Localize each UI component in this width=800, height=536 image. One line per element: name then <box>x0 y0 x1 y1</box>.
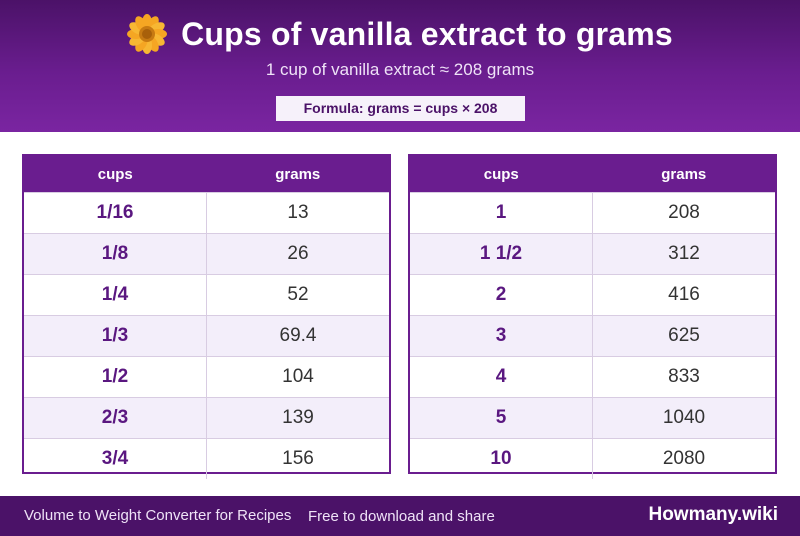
table-row: 1/8 26 <box>24 233 389 275</box>
table-row: 10 2080 <box>410 438 775 479</box>
column-header-cups: cups <box>24 156 207 193</box>
table-row: 1 208 <box>410 192 775 234</box>
grams-cell: 13 <box>206 192 389 234</box>
table-row: 1/4 52 <box>24 274 389 316</box>
table-header-row: cups grams <box>24 156 389 193</box>
table-row: 1/3 69.4 <box>24 315 389 357</box>
footer-share-text: Free to download and share <box>308 508 495 525</box>
cups-cell: 4 <box>410 356 593 398</box>
cups-cell: 3/4 <box>24 438 207 479</box>
grams-cell: 625 <box>592 315 775 357</box>
column-header-cups: cups <box>410 156 593 193</box>
grams-cell: 416 <box>592 274 775 316</box>
page-title: Cups of vanilla extract to grams <box>181 15 673 52</box>
footer-tagline: Volume to Weight Converter for Recipes <box>24 507 292 524</box>
grams-cell: 1040 <box>592 397 775 439</box>
cups-cell: 1 1/2 <box>410 233 593 275</box>
grams-cell: 312 <box>592 233 775 275</box>
table-row: 3 625 <box>410 315 775 357</box>
flower-icon <box>127 14 168 54</box>
table-row: 1/16 13 <box>24 192 389 234</box>
grams-cell: 69.4 <box>206 315 389 357</box>
brand-logo-text[interactable]: Howmany.wiki <box>648 504 778 525</box>
cups-cell: 2 <box>410 274 593 316</box>
cups-cell: 1 <box>410 192 593 234</box>
cups-cell: 1/16 <box>24 192 207 234</box>
cups-cell: 10 <box>410 438 593 479</box>
cups-cell: 1/4 <box>24 274 207 316</box>
cups-cell: 5 <box>410 397 593 439</box>
cups-cell: 3 <box>410 315 593 357</box>
column-header-grams: grams <box>592 156 775 193</box>
cups-cell: 1/8 <box>24 233 207 275</box>
table-header-row: cups grams <box>410 156 775 193</box>
grams-cell: 208 <box>592 192 775 234</box>
grams-cell: 104 <box>206 356 389 398</box>
subtitle: 1 cup of vanilla extract ≈ 208 grams <box>265 60 535 79</box>
table-row: 2 416 <box>410 274 775 316</box>
grams-cell: 833 <box>592 356 775 398</box>
table-row: 3/4 156 <box>24 438 389 479</box>
grams-cell: 139 <box>206 397 389 439</box>
footer-bar: Volume to Weight Converter for Recipes F… <box>0 496 800 536</box>
table-row: 5 1040 <box>410 397 775 439</box>
cups-cell: 1/2 <box>24 356 207 398</box>
title-row: Cups of vanilla extract to grams <box>0 14 800 54</box>
table-row: 2/3 139 <box>24 397 389 439</box>
formula-badge: Formula: grams = cups × 208 <box>276 96 525 121</box>
grams-cell: 52 <box>206 274 389 316</box>
conversion-table-left: cups grams 1/16 13 1/8 26 1/4 52 1/3 69.… <box>22 154 391 479</box>
table-row: 1/2 104 <box>24 356 389 398</box>
grams-cell: 2080 <box>592 438 775 479</box>
cups-cell: 2/3 <box>24 397 207 439</box>
grams-cell: 156 <box>206 438 389 479</box>
table-row: 4 833 <box>410 356 775 398</box>
cups-cell: 1/3 <box>24 315 207 357</box>
grams-cell: 26 <box>206 233 389 275</box>
table-row: 1 1/2 312 <box>410 233 775 275</box>
header-banner: Cups of vanilla extract to grams 1 cup o… <box>0 0 800 132</box>
conversion-table-right: cups grams 1 208 1 1/2 312 2 416 3 625 4 <box>408 154 777 479</box>
column-header-grams: grams <box>206 156 389 193</box>
